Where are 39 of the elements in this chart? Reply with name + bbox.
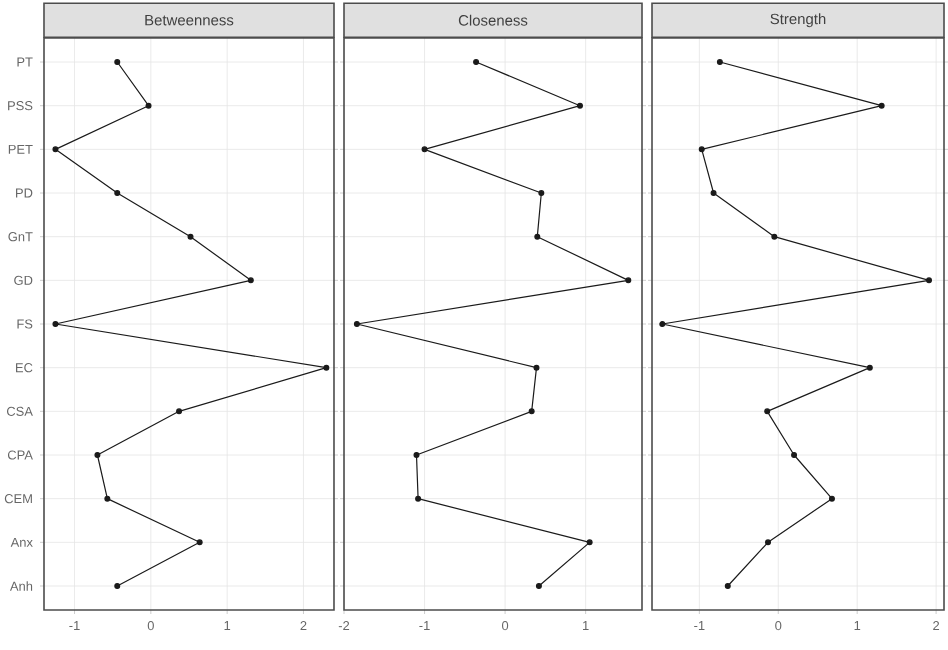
point (176, 408, 183, 415)
point (196, 539, 203, 546)
point (52, 146, 59, 153)
point (114, 583, 121, 589)
point (534, 233, 541, 240)
point (528, 408, 535, 415)
point (114, 59, 121, 66)
point (145, 102, 152, 109)
point (533, 364, 540, 371)
point (94, 452, 101, 458)
point (771, 233, 778, 240)
point (247, 277, 254, 284)
point (791, 452, 798, 458)
point (415, 495, 422, 502)
point (586, 539, 593, 546)
point (625, 277, 632, 284)
point (104, 495, 111, 502)
point (535, 583, 542, 589)
point (716, 59, 723, 66)
point (187, 233, 194, 240)
point (538, 190, 545, 197)
point (323, 364, 330, 371)
point (866, 364, 873, 371)
point (724, 583, 731, 589)
point (710, 190, 717, 197)
point (576, 102, 583, 109)
point (114, 190, 121, 197)
point (353, 321, 360, 327)
point (765, 539, 772, 546)
point (878, 102, 885, 109)
point (421, 146, 428, 153)
point (52, 321, 59, 327)
point (473, 59, 480, 66)
point (926, 277, 933, 284)
point (764, 408, 771, 415)
point (828, 495, 835, 502)
point (659, 321, 666, 327)
point (698, 146, 705, 153)
point (413, 452, 420, 458)
